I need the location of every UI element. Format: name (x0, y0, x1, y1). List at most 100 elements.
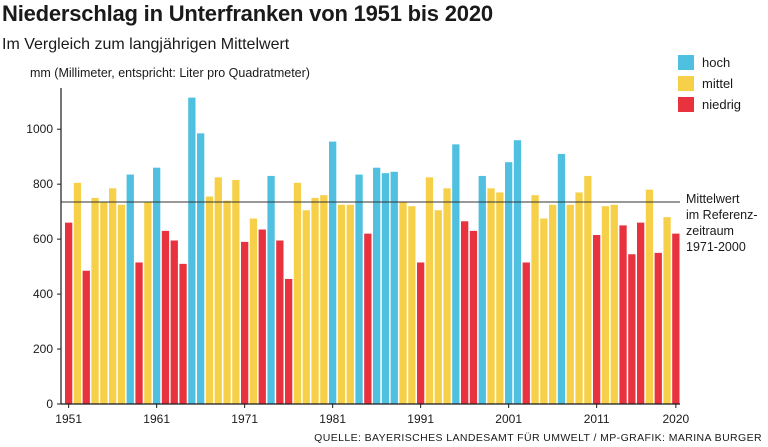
bar-1992 (425, 177, 434, 404)
bar-2011 (593, 235, 601, 404)
bar-1967 (205, 196, 214, 404)
x-ticks-group: 1951 1961 1971 1981 1991 2001 2011 2020 (55, 404, 690, 426)
bar-1990 (408, 206, 416, 404)
bar-2008 (566, 204, 574, 404)
bar-1988 (390, 171, 398, 404)
reference-note-line-4: 1971-2000 (686, 240, 746, 254)
bar-1973 (258, 229, 266, 404)
bar-1976 (285, 278, 293, 404)
bar-1982 (337, 204, 346, 404)
y-tick-label-800: 800 (33, 177, 53, 191)
bar-1999 (487, 188, 495, 404)
x-tick-label-1991: 1991 (407, 412, 434, 426)
bar-2017 (645, 189, 654, 404)
bar-1961 (153, 167, 161, 404)
x-tick-label-2001: 2001 (495, 412, 522, 426)
legend-swatch-niedrig (678, 97, 694, 112)
bar-1962 (161, 230, 170, 404)
bar-1977 (293, 182, 302, 404)
bar-1971 (241, 241, 249, 404)
bar-1957 (117, 204, 126, 404)
bar-1956 (109, 188, 117, 404)
bar-1984 (355, 174, 363, 404)
bar-2002 (513, 140, 522, 404)
legend-swatch-hoch (678, 55, 694, 70)
bar-1953 (82, 270, 90, 404)
bar-1989 (399, 202, 407, 404)
bar-1972 (249, 218, 258, 404)
legend-item-hoch: hoch (678, 52, 741, 73)
legend-label-mittel: mittel (702, 76, 734, 91)
bar-2013 (610, 204, 618, 404)
bar-1991 (417, 262, 425, 404)
bars-group (65, 97, 680, 405)
bar-1974 (267, 175, 275, 404)
legend-label-hoch: hoch (702, 55, 731, 70)
bar-1966 (197, 133, 205, 404)
reference-note-line-1: Mittelwert (686, 192, 740, 206)
bar-2003 (522, 262, 530, 404)
bar-1994 (443, 188, 451, 404)
bar-2000 (496, 192, 504, 404)
legend-swatch-mittel (678, 76, 694, 91)
reference-note-line-3: zeitraum (686, 224, 734, 238)
bar-1951 (65, 222, 73, 404)
bar-1960 (144, 202, 152, 404)
x-tick-label-1981: 1981 (319, 412, 346, 426)
bar-1954 (91, 197, 99, 404)
bar-2001 (505, 162, 513, 404)
bar-1979 (311, 197, 319, 404)
bar-1986 (373, 167, 381, 404)
bar-1985 (364, 233, 372, 404)
legend-item-niedrig: niedrig (678, 94, 741, 115)
bar-2012 (601, 206, 610, 404)
bar-1987 (381, 173, 390, 404)
y-tick-label-1000: 1000 (26, 122, 53, 136)
bar-2019 (663, 217, 671, 404)
source-note: QUELLE: BAYERISCHES LANDESAMT FÜR UMWELT… (314, 432, 762, 444)
bar-1952 (73, 182, 82, 404)
bar-1983 (346, 204, 354, 404)
reference-note: Mittelwert im Referenz- zeitraum 1971-20… (686, 191, 758, 255)
y-tick-label-0: 0 (46, 397, 53, 411)
bar-2018 (654, 252, 662, 404)
bar-2014 (619, 225, 627, 404)
bar-2004 (531, 195, 539, 404)
chart-subtitle: Im Vergleich zum langjährigen Mittelwert (2, 36, 290, 53)
y-tick-label-600: 600 (33, 232, 53, 246)
legend-label-niedrig: niedrig (702, 97, 742, 112)
bar-1997 (469, 230, 478, 404)
bar-1959 (135, 262, 143, 404)
x-tick-label-2020: 2020 (662, 412, 689, 426)
bar-2007 (557, 153, 566, 404)
y-tick-label-400: 400 (33, 287, 53, 301)
x-tick-label-1951: 1951 (55, 412, 82, 426)
bar-2006 (549, 204, 557, 404)
x-tick-label-1971: 1971 (231, 412, 258, 426)
bar-2020 (672, 233, 680, 404)
bar-1978 (302, 210, 310, 404)
bar-1995 (452, 144, 460, 404)
y-ticks-group: 0 200 400 600 800 1000 (26, 122, 61, 411)
bar-1993 (434, 210, 442, 404)
bar-1963 (170, 240, 178, 404)
bar-1975 (276, 240, 284, 404)
bar-1998 (478, 175, 486, 404)
bar-1970 (232, 180, 240, 404)
chart-title: Niederschlag in Unterfranken von 1951 bi… (2, 1, 493, 26)
bar-1958 (126, 174, 134, 404)
bar-1980 (320, 195, 328, 404)
bar-1996 (461, 221, 469, 404)
x-tick-label-2011: 2011 (584, 412, 610, 426)
x-tick-label-1961: 1961 (143, 412, 170, 426)
legend: hoch mittel niedrig (678, 52, 741, 115)
bar-1969 (223, 200, 231, 404)
bar-1981 (329, 141, 337, 404)
bar-2015 (628, 254, 636, 404)
bar-2005 (540, 218, 548, 404)
bar-1968 (214, 177, 222, 404)
legend-item-mittel: mittel (678, 73, 741, 94)
bar-2016 (637, 222, 645, 404)
y-tick-label-200: 200 (33, 342, 53, 356)
